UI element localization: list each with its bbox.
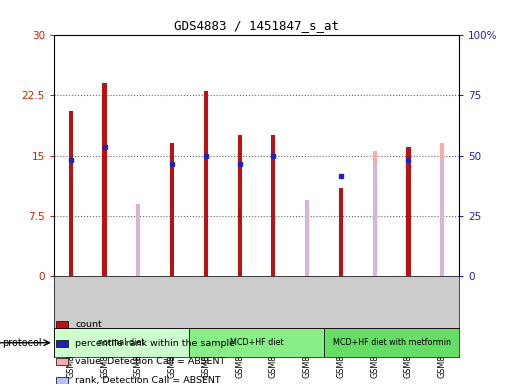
Bar: [305, 200, 309, 276]
Bar: [69, 111, 73, 276]
Text: MCD+HF diet with metformin: MCD+HF diet with metformin: [332, 338, 450, 347]
Bar: [374, 164, 376, 276]
Bar: [324, 328, 459, 357]
Bar: [339, 188, 343, 276]
Text: rank, Detection Call = ABSENT: rank, Detection Call = ABSENT: [75, 376, 221, 384]
Bar: [103, 83, 107, 276]
Text: normal diet: normal diet: [98, 338, 145, 347]
Bar: [204, 91, 208, 276]
Bar: [441, 160, 443, 276]
Text: percentile rank within the sample: percentile rank within the sample: [75, 339, 235, 348]
Bar: [238, 136, 242, 276]
Text: protocol: protocol: [3, 338, 42, 348]
Text: value, Detection Call = ABSENT: value, Detection Call = ABSENT: [75, 357, 226, 366]
Title: GDS4883 / 1451847_s_at: GDS4883 / 1451847_s_at: [174, 19, 339, 32]
Bar: [137, 204, 139, 276]
Bar: [54, 328, 189, 357]
Bar: [189, 328, 324, 357]
Bar: [136, 204, 141, 276]
Bar: [170, 144, 174, 276]
Bar: [406, 147, 410, 276]
Bar: [271, 136, 275, 276]
Bar: [440, 144, 444, 276]
Bar: [306, 200, 308, 276]
Text: count: count: [75, 320, 102, 329]
Text: MCD+HF diet: MCD+HF diet: [230, 338, 283, 347]
Bar: [372, 152, 377, 276]
